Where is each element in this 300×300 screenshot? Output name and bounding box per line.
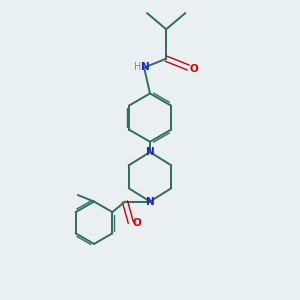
Text: O: O <box>189 64 198 74</box>
Text: N: N <box>141 62 150 72</box>
Text: O: O <box>133 218 142 228</box>
Text: H: H <box>134 62 141 72</box>
Text: N: N <box>146 196 154 206</box>
Text: N: N <box>146 147 154 157</box>
